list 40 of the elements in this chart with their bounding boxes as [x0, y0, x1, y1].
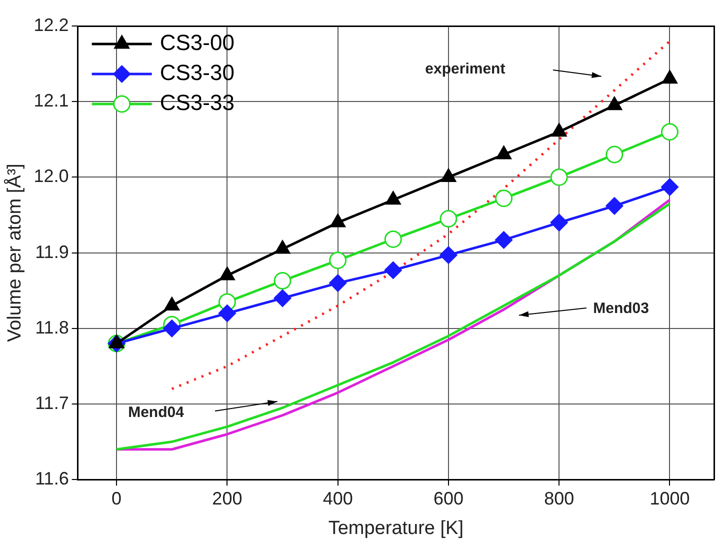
- point: [660, 178, 678, 196]
- point: [440, 210, 458, 228]
- y-tick-label: 12.1: [34, 90, 69, 111]
- point: [384, 230, 402, 248]
- point: [274, 289, 292, 307]
- y-tick-label: 11.9: [35, 242, 69, 262]
- point: [495, 231, 513, 249]
- point: [496, 146, 512, 160]
- point: [606, 197, 624, 215]
- point: [329, 252, 347, 270]
- point: [660, 123, 678, 141]
- point: [163, 320, 181, 338]
- point: [606, 146, 624, 164]
- point: [662, 70, 678, 84]
- x-tick-label: 600: [433, 488, 464, 508]
- annotation: Mend03: [593, 300, 649, 318]
- point: [550, 168, 568, 186]
- y-tick-label: 12.2: [34, 14, 69, 35]
- point: [329, 274, 347, 292]
- annotation: Mend04: [128, 404, 185, 422]
- point: [550, 214, 568, 232]
- point: [440, 246, 458, 264]
- x-tick-label: 1000: [650, 488, 690, 508]
- x-tick-label: 800: [544, 488, 574, 508]
- x-tick-label: 0: [112, 488, 122, 508]
- point: [606, 96, 622, 110]
- x-tick-label: 200: [212, 488, 242, 508]
- y-tick-label: 11.6: [35, 468, 69, 489]
- y-tick-label: 11.7: [35, 392, 69, 413]
- y-tick-label: 11.8: [35, 317, 69, 338]
- point: [551, 123, 567, 137]
- point: [384, 261, 402, 279]
- y-tick-label: 12.0: [34, 166, 69, 186]
- point: [385, 191, 401, 205]
- point: [218, 304, 236, 322]
- y-axis-title: Volume per atom [Å³]: [4, 164, 26, 342]
- point: [274, 272, 292, 290]
- x-axis-title: Temperature [K]: [328, 518, 464, 539]
- x-tick-label: 400: [322, 488, 353, 508]
- point: [495, 190, 513, 208]
